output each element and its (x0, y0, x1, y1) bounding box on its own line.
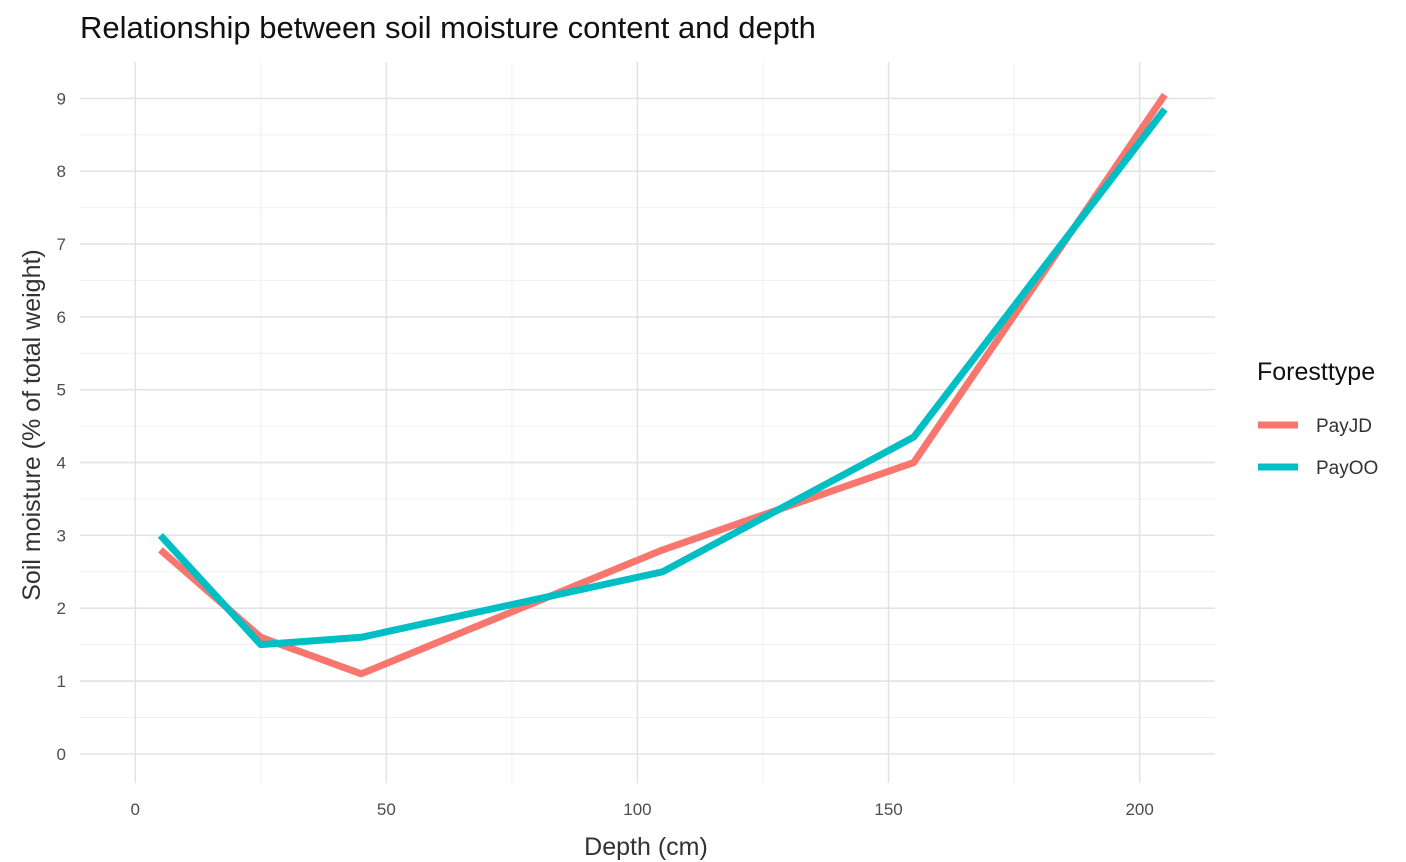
y-axis-title: Soil moisture (% of total weight) (18, 249, 46, 601)
plot-panel (80, 62, 1215, 783)
x-tick-label: 150 (874, 800, 902, 819)
y-tick-label: 8 (57, 162, 66, 181)
chart-title: Relationship between soil moisture conte… (80, 10, 816, 45)
y-tick-label: 5 (57, 381, 66, 400)
y-tick-label: 9 (57, 89, 66, 108)
y-tick-label: 2 (57, 599, 66, 618)
y-tick-label: 1 (57, 672, 66, 691)
y-tick-label: 3 (57, 526, 66, 545)
y-tick-label: 7 (57, 235, 66, 254)
series-line-payoo (157, 107, 1168, 649)
y-tick-labels: 0 1 2 3 4 5 6 7 8 9 (57, 89, 66, 763)
major-gridlines (80, 62, 1215, 783)
x-tick-labels: 0 50 100 150 200 (131, 800, 1154, 819)
legend-items: PayJD PayOO (1258, 416, 1378, 479)
x-tick-label: 100 (623, 800, 651, 819)
y-tick-label: 6 (57, 308, 66, 327)
minor-gridlines (80, 62, 1215, 783)
x-tick-label: 50 (377, 800, 396, 819)
x-tick-label: 0 (131, 800, 140, 819)
legend-label-payjd: PayJD (1316, 416, 1372, 437)
legend-label-payoo: PayOO (1316, 458, 1378, 479)
legend-title: Foresttype (1257, 358, 1375, 386)
x-axis-title: Depth (cm) (584, 833, 708, 861)
legend: Foresttype PayJD PayOO (1257, 358, 1378, 479)
x-tick-label: 200 (1125, 800, 1153, 819)
y-tick-label: 0 (57, 745, 66, 764)
y-tick-label: 4 (57, 454, 66, 473)
series-layer (157, 92, 1168, 678)
